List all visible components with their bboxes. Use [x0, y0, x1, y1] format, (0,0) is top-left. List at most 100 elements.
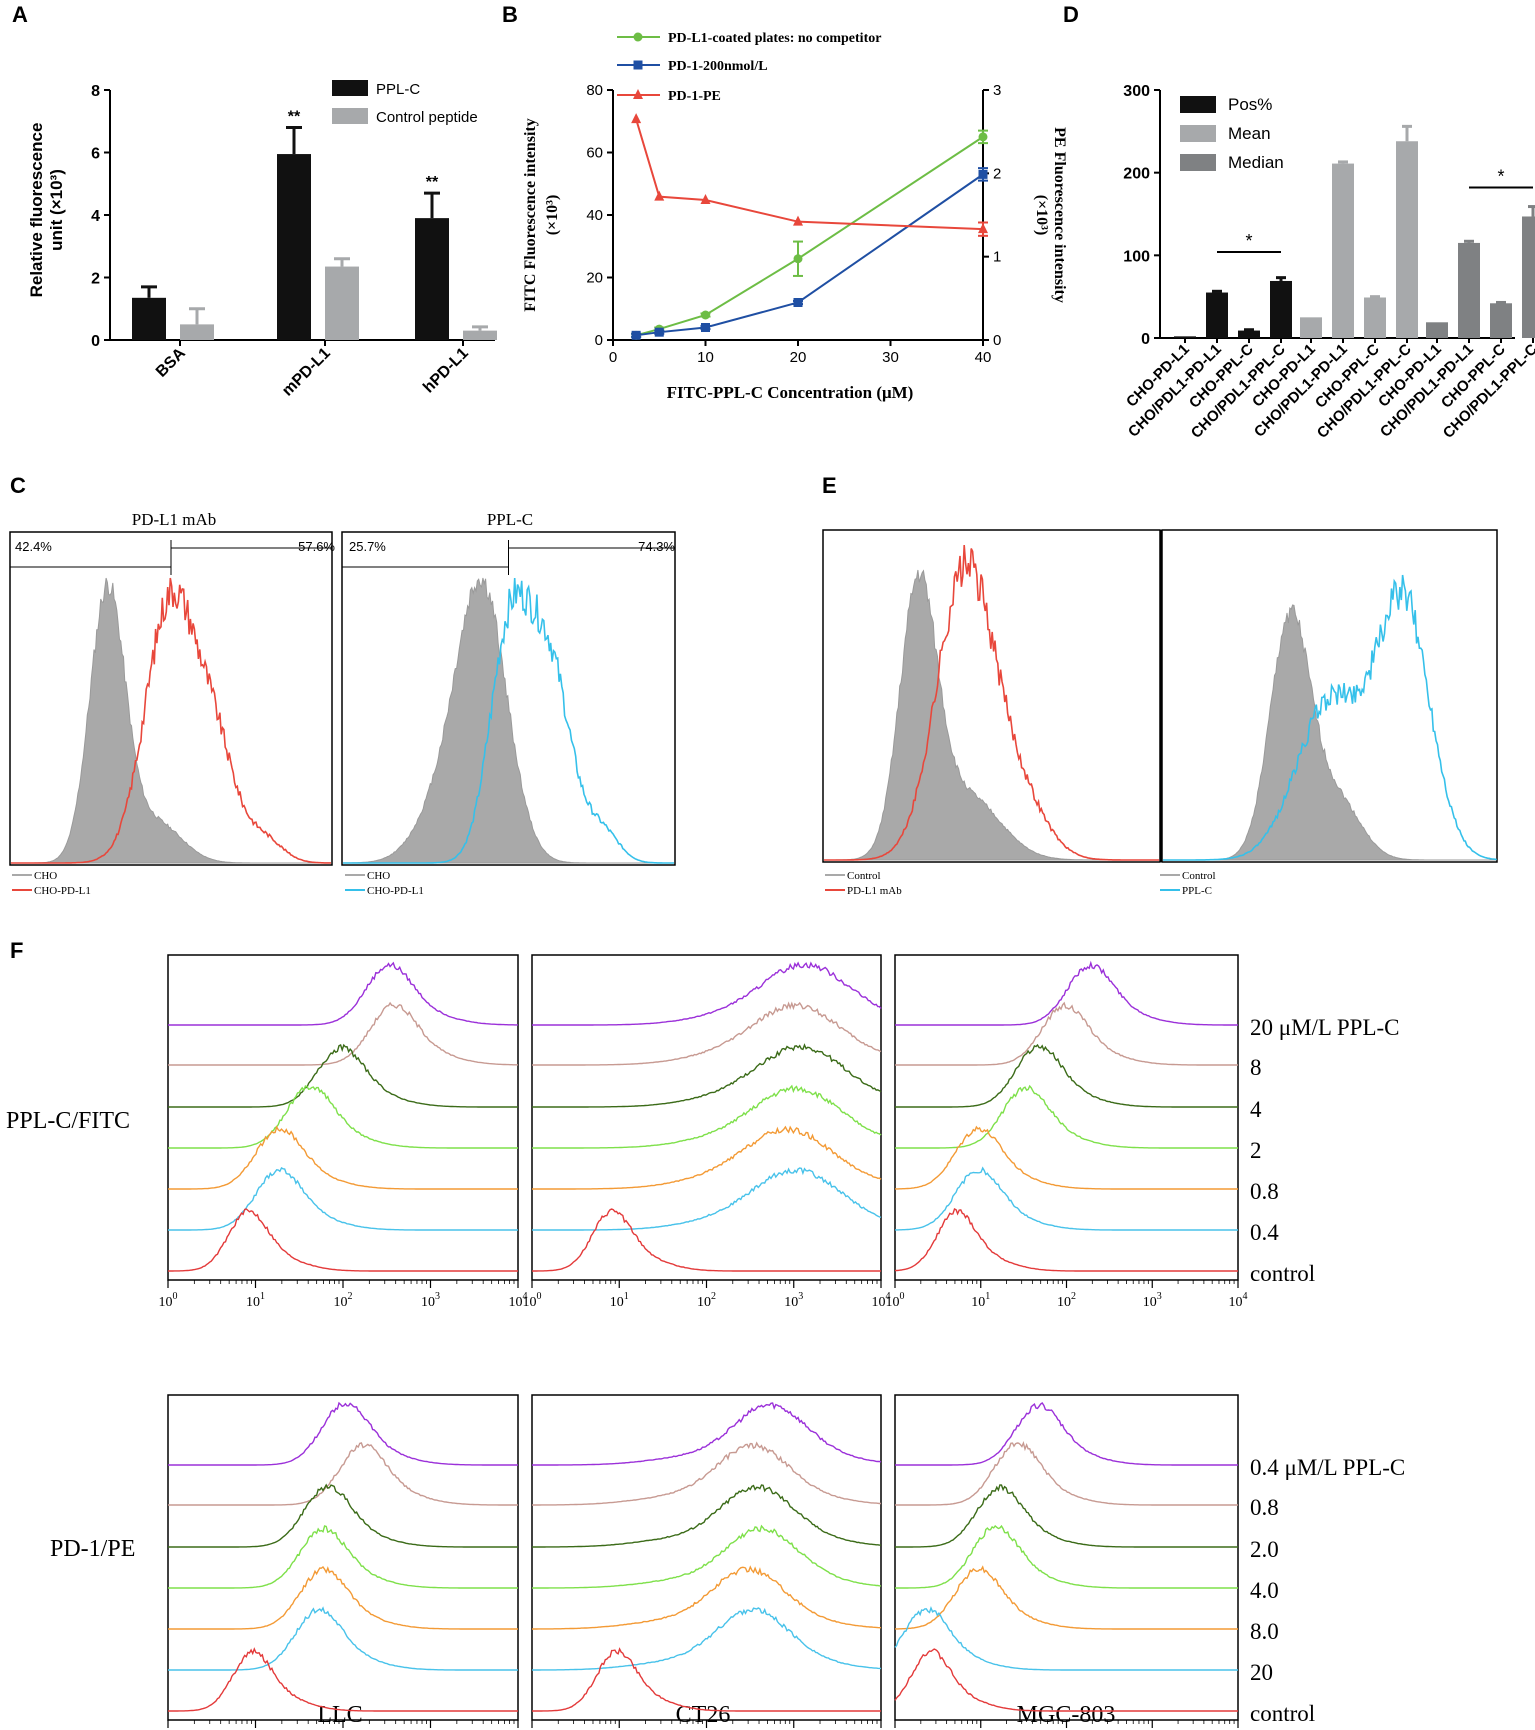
- panel-f-histogram-line: [168, 1606, 518, 1671]
- panel-f-histogram-line: [894, 1648, 1238, 1712]
- panel-f-xtick-label: 102: [1057, 1291, 1076, 1310]
- panel-b-point-pd1-200: [701, 323, 710, 332]
- legend-swatch-pos: [1180, 96, 1216, 113]
- panel-b-xtick-label: 20: [790, 349, 807, 366]
- legend-marker-pd1-pe: [633, 89, 643, 99]
- panel-d-bar-mean: [1364, 297, 1386, 338]
- panel-f-histogram-line: [532, 1125, 882, 1190]
- panel-f-series-label: 0.8: [1250, 1179, 1279, 1204]
- panel-f-xtick-base: 10: [610, 1295, 624, 1310]
- panel-f-histogram-line: [532, 1402, 882, 1466]
- panel-b-point-pd1-pe: [700, 194, 711, 204]
- panel-b-point-pd1-pe: [631, 113, 642, 124]
- panel-f-row-label-fitc: PPL-C/FITC: [6, 1108, 130, 1134]
- legend-label-median: Median: [1228, 153, 1284, 172]
- panel-f-xtick-exponent: 0: [900, 1291, 905, 1302]
- panel-f-xtick-exponent: 0: [173, 1291, 178, 1302]
- panel-f-xtick-label: 101: [971, 1291, 990, 1310]
- panel-c-histograms: PD-L1 mAb PPL-C 42.4% 57.6% 25.7% 74.3% …: [9, 510, 676, 897]
- legend-label-control-1: Control: [847, 870, 881, 882]
- legend-swatch-mean: [1180, 125, 1216, 142]
- panel-f-histogram-line: [895, 1565, 1238, 1630]
- panel-f-plot-frame: [531, 954, 882, 1281]
- panel-f-histogram-line: [895, 1524, 1238, 1589]
- panel-a-ytick-label: 2: [91, 271, 100, 288]
- legend-label-mean: Mean: [1228, 124, 1271, 143]
- panel-a-ytick-label: 6: [91, 146, 100, 163]
- panel-e-control-histogram: [1163, 604, 1496, 861]
- panel-d-legend: Pos% Mean Median: [1180, 95, 1284, 172]
- panel-d-bar-median: [1458, 242, 1480, 338]
- panel-f-xtick-base: 10: [886, 1295, 900, 1310]
- panel-e-target-histogram: [1163, 574, 1497, 861]
- panel-f-series-label: 0.8: [1250, 1495, 1279, 1520]
- panel-f-histogram-line: [168, 1566, 518, 1630]
- panel-f-xtick-base: 10: [1057, 1295, 1071, 1310]
- panel-f-xtick-label: 103: [421, 1291, 440, 1310]
- legend-label-chopdl1-2: CHO-PD-L1: [367, 885, 424, 897]
- panel-f-xtick-exponent: 4: [523, 1291, 528, 1302]
- panel-b-point-no-competitor: [793, 254, 803, 264]
- panel-a-significance: **: [426, 174, 439, 191]
- panel-f-histogram-line: [168, 1167, 518, 1231]
- legend-label-cho-2: CHO: [367, 870, 390, 882]
- panel-c-legend-2: CHO CHO-PD-L1: [345, 870, 424, 897]
- panel-d-bar-pos-pct: [1206, 292, 1228, 338]
- panel-f-plot-frame: [167, 1394, 519, 1721]
- panel-b-ytick-label: 60: [586, 145, 603, 162]
- panel-f-xtick-base: 10: [159, 1295, 173, 1310]
- panel-f-series-label: 8.0: [1250, 1619, 1279, 1644]
- panel-d-bar-chart: Pos% Mean Median 0100200300CHO-PD-L1CHO/…: [1123, 83, 1535, 442]
- panel-f-series-label: 2.0: [1250, 1537, 1279, 1562]
- panel-a-legend: PPL-C Control peptide: [332, 80, 478, 126]
- panel-f-xtick-label: 100: [523, 1291, 542, 1310]
- panel-b-ytick-label: 80: [586, 82, 603, 99]
- panel-b-xtick-label: 40: [975, 349, 992, 366]
- panel-f-histogram-line: [894, 1208, 1238, 1272]
- panel-f-series-label: 0.4 μM/L PPL-C: [1250, 1455, 1405, 1480]
- panel-f-histogram-line: [895, 1166, 1238, 1231]
- panel-f-xtick-base: 10: [1143, 1295, 1157, 1310]
- panel-f-histogram-line: [532, 1441, 881, 1506]
- panel-c-title-pdl1mab: PD-L1 mAb: [132, 510, 217, 529]
- panel-f-histogram-line: [532, 1484, 882, 1548]
- panel-a-xtick-label: hPD-L1: [420, 345, 472, 397]
- legend-label-control-peptide: Control peptide: [376, 109, 478, 126]
- panel-b-point-no-competitor: [978, 132, 988, 142]
- legend-label-pos: Pos%: [1228, 95, 1272, 114]
- legend-label-control-2: Control: [1182, 870, 1216, 882]
- panel-b-series-line: [635, 118, 984, 231]
- panel-d-bar-median: [1490, 303, 1512, 338]
- panel-b-point-pd1-200: [631, 330, 641, 340]
- panel-f-series-label: 20: [1250, 1660, 1273, 1685]
- legend-label-pd1-pe: PD-1-PE: [668, 89, 721, 104]
- panel-f-series-label: 4.0: [1250, 1578, 1279, 1603]
- panel-b-y2tick-label: 1: [993, 249, 1001, 266]
- panel-d-bar-pos-pct: [1238, 330, 1260, 338]
- panel-b-ylabel-line2: (×10³): [544, 195, 561, 236]
- panel-a-xtick-label: mPD-L1: [279, 345, 334, 400]
- panel-f-xtick-label: 104: [1229, 1291, 1248, 1310]
- panel-f-histogram-line: [532, 1607, 881, 1671]
- panel-c-gate-left-2: 25.7%: [349, 539, 386, 554]
- panel-f-xtick-base: 10: [523, 1295, 537, 1310]
- panel-d-bar-mean: [1300, 317, 1322, 338]
- panel-d-ytick-label: 300: [1123, 83, 1150, 100]
- panel-c-plot-frame: [9, 531, 333, 866]
- panel-letter-c: C: [10, 473, 26, 498]
- panel-b-line-chart: FITC Fluorescence intensity (×10³) PE Fl…: [522, 31, 1068, 402]
- panel-d-ytick-label: 100: [1123, 248, 1150, 265]
- panel-f-xtick-exponent: 3: [435, 1291, 440, 1302]
- panel-letter-e: E: [822, 473, 837, 498]
- panel-b-xtick-label: 10: [697, 349, 714, 366]
- panel-f-xtick-exponent: 3: [798, 1291, 803, 1302]
- panel-d-ytick-label: 200: [1123, 166, 1150, 183]
- panel-e-target-histogram: [824, 544, 1159, 861]
- panel-f-histogram-line: [532, 1084, 882, 1149]
- panel-d-bar-mean: [1396, 141, 1418, 338]
- panel-f-xtick-base: 10: [334, 1295, 348, 1310]
- panel-f-xtick-base: 10: [784, 1295, 798, 1310]
- panel-f-xtick-exponent: 2: [348, 1291, 353, 1302]
- panel-f-histogram-line: [532, 1524, 882, 1589]
- panel-b-ylabel-line1: FITC Fluorescence intensity: [522, 118, 539, 311]
